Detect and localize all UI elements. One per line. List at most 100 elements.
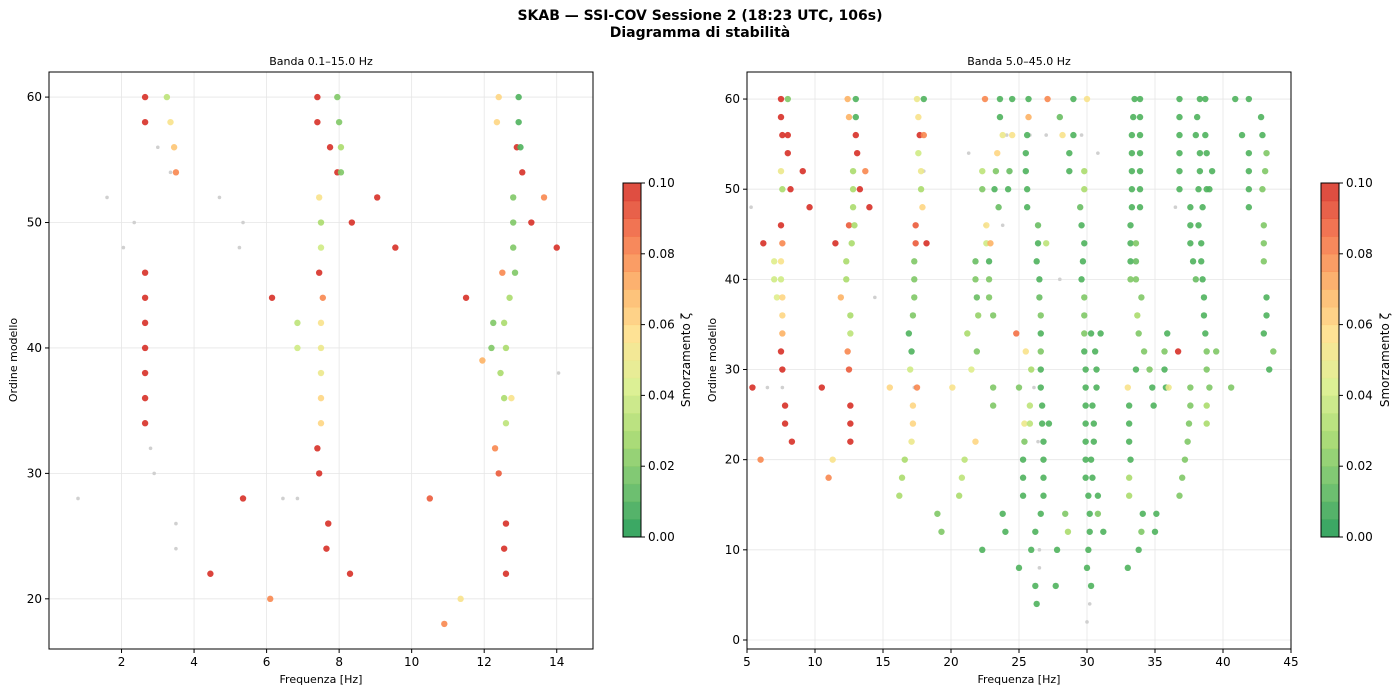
- data-point: [777, 167, 785, 175]
- data-point: [141, 269, 149, 276]
- data-point: [1127, 222, 1134, 229]
- data-point: [491, 445, 499, 452]
- data-point: [949, 384, 956, 391]
- data-point: [1056, 113, 1064, 121]
- colorbar-segment: [623, 448, 641, 467]
- data-point: [1062, 510, 1069, 517]
- data-point: [1082, 366, 1089, 373]
- data-point: [1127, 240, 1134, 247]
- data-point: [141, 319, 149, 327]
- data-point: [847, 330, 854, 337]
- data-point: [938, 528, 945, 535]
- x-tick-label: 6: [263, 655, 271, 669]
- data-point: [1053, 546, 1061, 554]
- data-point: [1023, 131, 1031, 139]
- colorbar-tick-label: 0.10: [648, 176, 675, 190]
- data-point: [849, 186, 857, 193]
- left-y-axis-label: Ordine modello: [7, 318, 20, 403]
- y-tick-label: 50: [27, 216, 42, 230]
- data-point: [337, 169, 345, 176]
- data-point: [1125, 492, 1133, 499]
- data-point: [337, 144, 345, 151]
- right-panel: Banda 5.0–45.0 Hz Frequenza [Hz] Ordine …: [706, 55, 1299, 686]
- data-point: [1187, 384, 1194, 391]
- colorbar-tick-label: 0.02: [1346, 459, 1373, 473]
- colorbar-segment: [623, 360, 641, 379]
- data-point: [1090, 420, 1098, 427]
- data-point: [1266, 366, 1273, 373]
- data-point: [1138, 294, 1145, 301]
- unstable-point: [156, 145, 160, 150]
- unstable-point: [295, 496, 300, 501]
- colorbar-segment: [1321, 360, 1339, 379]
- data-point: [985, 276, 993, 283]
- data-point: [901, 456, 908, 463]
- data-point: [898, 474, 906, 481]
- data-point: [500, 319, 508, 327]
- data-point: [1086, 510, 1093, 517]
- data-point: [788, 438, 796, 445]
- data-point: [500, 545, 508, 552]
- data-point: [141, 369, 149, 377]
- x-tick-label: 8: [335, 655, 343, 669]
- data-point: [1192, 131, 1200, 139]
- data-point: [1184, 438, 1191, 445]
- data-point: [1085, 546, 1092, 554]
- colorbar-frame: [1320, 182, 1340, 538]
- data-point: [1125, 420, 1133, 427]
- data-point: [493, 118, 501, 126]
- x-tick-label: 14: [549, 655, 564, 669]
- data-point: [1132, 366, 1140, 373]
- unstable-point: [241, 220, 245, 225]
- x-tick-label: 5: [743, 655, 751, 669]
- data-point: [1138, 528, 1145, 535]
- data-point: [1083, 95, 1091, 103]
- data-point: [1259, 186, 1266, 193]
- colorbar-segment: [1321, 271, 1339, 290]
- x-tick-label: 10: [404, 655, 419, 669]
- data-point: [426, 495, 433, 502]
- left-colorbar-label: Smorzamento ζ: [679, 313, 693, 407]
- data-point: [1198, 240, 1205, 247]
- unstable-point: [1044, 133, 1048, 137]
- data-point: [1176, 113, 1183, 121]
- data-point: [1032, 582, 1039, 590]
- data-point: [1174, 348, 1182, 355]
- colorbar-segment: [623, 413, 641, 432]
- data-point: [479, 357, 486, 364]
- colorbar-segment: [1321, 218, 1339, 237]
- colorbar-segment: [1321, 236, 1339, 255]
- data-point: [912, 240, 919, 247]
- left-colorbar: Smorzamento ζ 0.00 0.02 0.04 0.06 0.08 0.10: [622, 176, 693, 544]
- unstable-point: [1173, 205, 1178, 210]
- data-point: [915, 149, 922, 157]
- data-point: [1090, 438, 1098, 445]
- data-point: [1263, 294, 1270, 301]
- colorbar-segment: [1321, 430, 1339, 449]
- data-point: [999, 510, 1006, 517]
- data-point: [825, 474, 832, 481]
- data-point: [852, 95, 859, 103]
- data-point: [920, 131, 927, 139]
- x-tick-label: 35: [1147, 655, 1162, 669]
- data-point: [1094, 492, 1102, 499]
- data-point: [1094, 510, 1102, 517]
- data-point: [958, 474, 966, 481]
- data-point: [1127, 258, 1134, 265]
- data-point: [1059, 131, 1066, 139]
- colorbar-segment: [623, 183, 641, 202]
- data-point: [983, 222, 990, 229]
- data-point: [1181, 456, 1189, 463]
- data-point: [777, 113, 785, 121]
- data-point: [323, 545, 330, 552]
- data-point: [1199, 276, 1206, 283]
- data-point: [317, 369, 325, 377]
- data-point: [1200, 312, 1208, 319]
- data-point: [1025, 95, 1032, 103]
- data-point: [1128, 131, 1136, 139]
- data-point: [829, 456, 836, 463]
- y-tick-label: 40: [725, 272, 740, 286]
- colorbar-segment: [623, 306, 641, 326]
- data-point: [849, 204, 857, 211]
- data-point: [1189, 258, 1197, 265]
